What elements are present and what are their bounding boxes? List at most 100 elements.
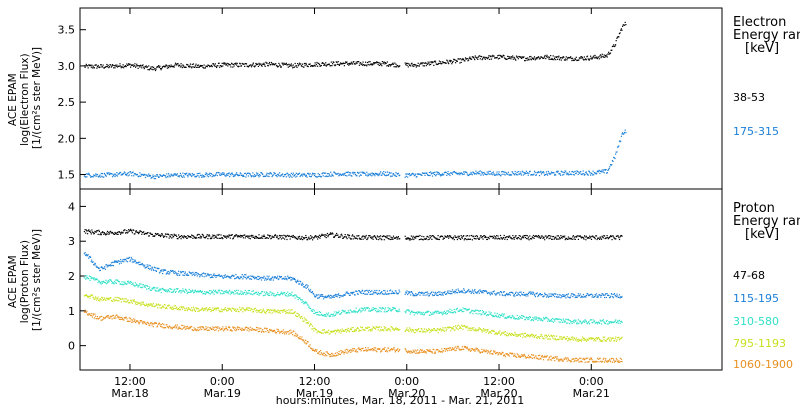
data-point (562, 57, 564, 59)
data-point (102, 280, 105, 282)
data-point (279, 65, 281, 67)
data-point (302, 63, 304, 65)
data-point (183, 306, 185, 308)
data-point (429, 331, 431, 334)
data-point (408, 310, 411, 312)
data-point (570, 56, 572, 58)
data-point (227, 63, 230, 65)
data-point (138, 176, 140, 178)
data-point (250, 293, 253, 295)
data-point (285, 62, 287, 64)
data-point (609, 296, 611, 298)
data-point (285, 236, 287, 238)
data-point (521, 171, 523, 173)
data-point (389, 172, 391, 174)
data-point (369, 329, 371, 331)
data-point (147, 266, 149, 268)
data-point (190, 291, 192, 293)
data-point (229, 176, 231, 178)
data-point (242, 275, 244, 277)
data-point (299, 316, 301, 318)
electron-legend-title-line-2: Energy ranges (733, 28, 800, 43)
data-point (282, 173, 284, 175)
data-point (426, 63, 429, 65)
data-point (93, 277, 95, 279)
data-point (325, 62, 327, 64)
data-point (371, 328, 374, 330)
data-point (285, 277, 287, 279)
data-point (85, 295, 87, 297)
data-point (181, 306, 183, 309)
data-point (113, 299, 115, 301)
data-point (385, 237, 387, 239)
data-point (115, 299, 117, 301)
data-point (158, 176, 160, 178)
data-point (171, 174, 173, 176)
data-point (533, 57, 535, 59)
data-point (356, 235, 358, 237)
data-point (283, 277, 285, 280)
data-point (446, 313, 449, 315)
data-point (476, 57, 478, 59)
data-point (166, 291, 169, 293)
data-point (179, 236, 181, 238)
data-point (289, 238, 291, 240)
data-point (500, 55, 502, 57)
data-point (527, 295, 529, 297)
series-175-315 (83, 129, 627, 180)
data-point (278, 294, 280, 296)
series-47-68 (83, 228, 623, 241)
data-point (450, 293, 452, 295)
data-point (369, 235, 371, 237)
data-point (144, 66, 147, 68)
data-point (235, 234, 237, 236)
data-point (107, 282, 109, 284)
data-point (307, 285, 309, 287)
data-point (133, 233, 135, 235)
data-point (276, 293, 278, 296)
data-point (116, 175, 119, 177)
data-point (496, 292, 498, 294)
data-point (512, 55, 514, 57)
data-point (155, 175, 157, 177)
data-point (254, 175, 256, 177)
data-point (95, 297, 97, 299)
data-point (407, 66, 409, 68)
data-point (376, 293, 378, 295)
data-point (583, 320, 585, 322)
data-point (524, 172, 526, 174)
data-point (504, 237, 506, 239)
data-point (112, 261, 114, 263)
data-point (382, 63, 384, 65)
data-point (149, 304, 151, 306)
data-point (466, 291, 468, 293)
data-point (231, 62, 233, 64)
data-point (209, 290, 211, 292)
data-point (272, 294, 274, 296)
y-tick-label: 4 (68, 200, 75, 213)
data-point (578, 59, 580, 61)
data-point (157, 303, 159, 305)
data-point (337, 329, 340, 331)
data-point (478, 290, 480, 292)
data-point (337, 61, 339, 63)
data-point (137, 67, 139, 69)
data-point (216, 292, 218, 294)
data-point (224, 236, 226, 238)
data-point (413, 63, 415, 66)
data-point (86, 277, 89, 279)
data-point (171, 234, 173, 236)
data-point (601, 55, 603, 57)
data-point (247, 277, 249, 279)
data-point (474, 289, 476, 291)
data-point (262, 308, 264, 310)
data-point (292, 277, 294, 279)
data-point (367, 173, 369, 175)
data-point (125, 65, 127, 67)
data-point (114, 67, 116, 69)
data-point (351, 291, 353, 293)
data-point (247, 175, 249, 177)
data-point (128, 257, 130, 259)
data-point (419, 311, 421, 313)
data-point (461, 58, 463, 60)
